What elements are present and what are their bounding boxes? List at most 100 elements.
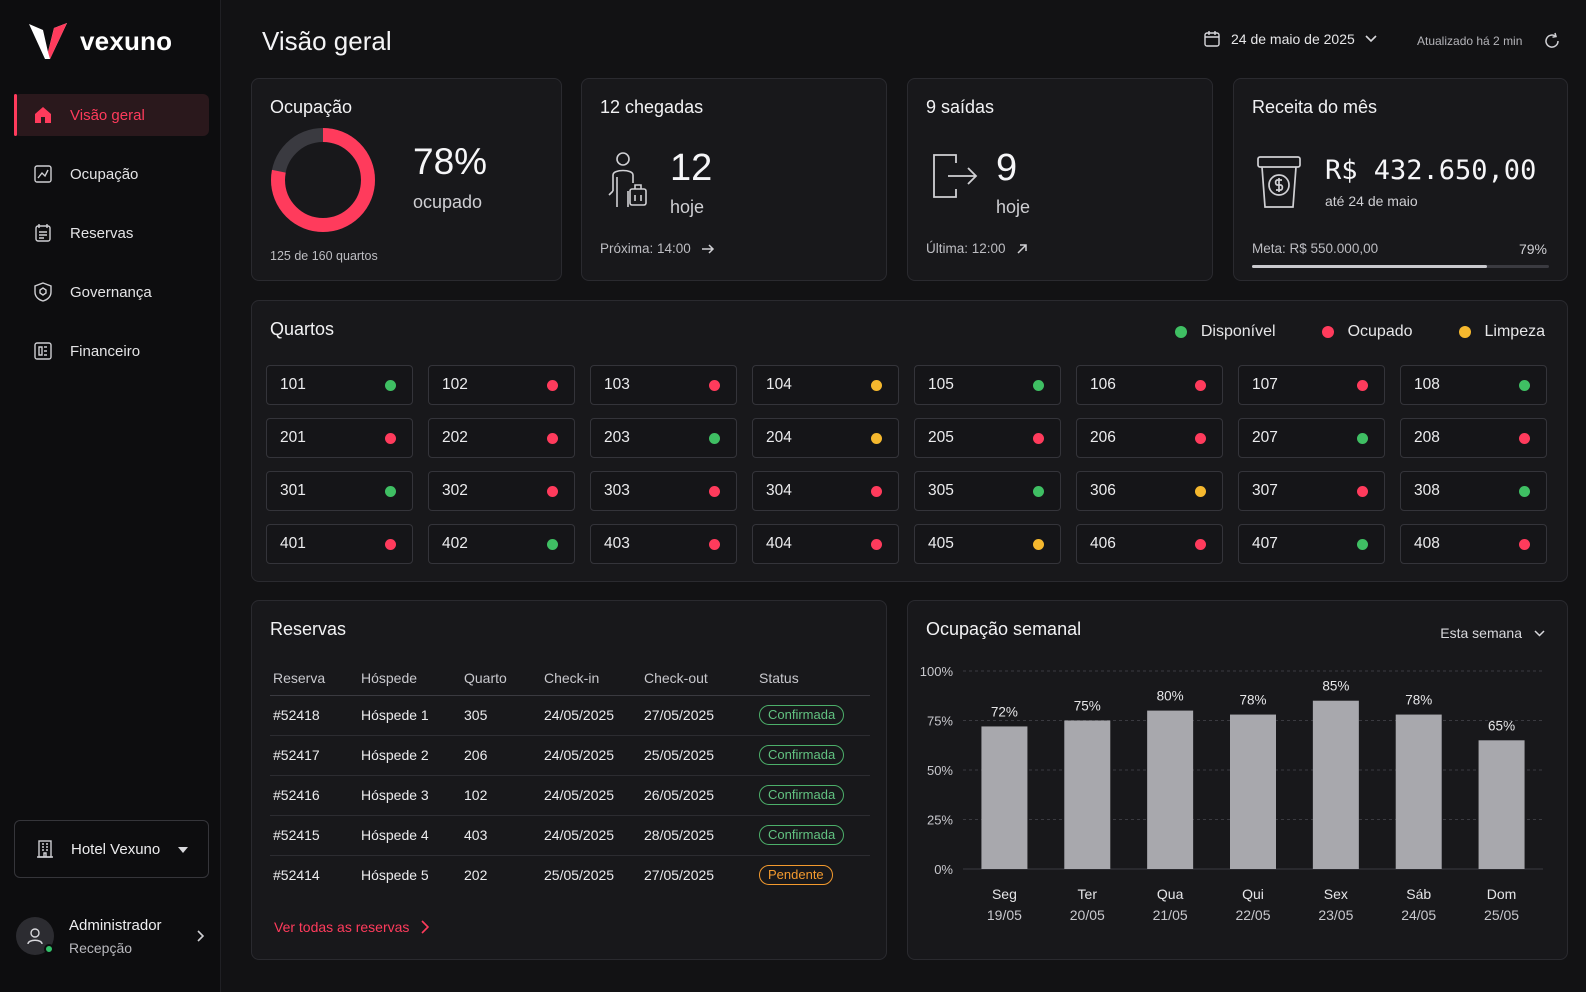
- room-tile-107[interactable]: 107: [1238, 365, 1385, 405]
- view-all-reservations-link[interactable]: Ver todas as reservas: [274, 919, 430, 935]
- bar-Sáb[interactable]: [1395, 714, 1442, 869]
- table-row[interactable]: #52415 Hóspede 4 403 24/05/2025 28/05/2025 Co…: [270, 814, 870, 855]
- chevron-down-icon: [1534, 629, 1545, 637]
- week-range-select[interactable]: Esta semana: [1440, 625, 1545, 641]
- room-tile-406[interactable]: 406: [1076, 524, 1223, 564]
- bar-Seg[interactable]: [981, 726, 1028, 869]
- room-number: 102: [461, 774, 541, 815]
- bar-Sex[interactable]: [1312, 700, 1359, 869]
- reservation-id: #52416: [270, 774, 358, 815]
- room-tile-306[interactable]: 306: [1076, 471, 1223, 511]
- chevron-down-icon: [1365, 35, 1377, 43]
- room-tile-405[interactable]: 405: [914, 524, 1061, 564]
- guest-luggage-icon: [608, 152, 647, 207]
- reservation-id: #52415: [270, 814, 358, 855]
- room-number: 302: [442, 482, 468, 499]
- column-header: Status: [759, 669, 799, 686]
- room-tile-103[interactable]: 103: [590, 365, 737, 405]
- date-picker[interactable]: 24 de maio de 2025: [1203, 30, 1377, 48]
- last-departure-text: Última: 12:00: [926, 241, 1006, 256]
- x-tick-label: Sáb: [1406, 886, 1431, 902]
- room-status-dot: [1195, 538, 1206, 550]
- room-number: 203: [604, 429, 630, 446]
- room-tile-206[interactable]: 206: [1076, 418, 1223, 458]
- brand-logo[interactable]: vexuno: [28, 22, 172, 60]
- arrow-up-right-icon: [1017, 243, 1027, 254]
- bar-value-label: 78%: [1405, 693, 1432, 708]
- room-status-dot: [385, 379, 396, 391]
- room-tile-302[interactable]: 302: [428, 471, 575, 511]
- room-status-dot: [1195, 485, 1206, 497]
- room-tile-303[interactable]: 303: [590, 471, 737, 511]
- bar-value-label: 72%: [991, 704, 1018, 719]
- table-row[interactable]: #52418 Hóspede 1 305 24/05/2025 27/05/2025 Co…: [270, 694, 870, 735]
- card-title: Ocupação: [270, 97, 353, 117]
- room-tile-106[interactable]: 106: [1076, 365, 1223, 405]
- room-tile-304[interactable]: 304: [752, 471, 899, 511]
- room-tile-301[interactable]: 301: [266, 471, 413, 511]
- table-row[interactable]: #52416 Hóspede 3 102 24/05/2025 26/05/2025 Co…: [270, 774, 870, 815]
- room-tile-201[interactable]: 201: [266, 418, 413, 458]
- room-tile-307[interactable]: 307: [1238, 471, 1385, 511]
- sidebar-item-visao-geral[interactable]: Visão geral: [14, 94, 209, 136]
- room-tile-404[interactable]: 404: [752, 524, 899, 564]
- room-tile-305[interactable]: 305: [914, 471, 1061, 511]
- sidebar-item-reservas[interactable]: Reservas: [14, 212, 209, 254]
- card-title: Receita do mês: [1252, 97, 1378, 117]
- room-tile-101[interactable]: 101: [266, 365, 413, 405]
- sidebar-item-ocupacao[interactable]: Ocupação: [14, 153, 209, 195]
- bar-Qui[interactable]: [1230, 714, 1276, 869]
- room-tile-105[interactable]: 105: [914, 365, 1061, 405]
- room-tile-204[interactable]: 204: [752, 418, 899, 458]
- room-tile-408[interactable]: 408: [1400, 524, 1547, 564]
- occupancy-label: ocupado: [413, 192, 483, 212]
- checkin-date: 24/05/2025: [541, 774, 641, 815]
- bar-value-label: 75%: [1074, 699, 1101, 714]
- sidebar-item-governanca[interactable]: Governança: [14, 271, 209, 313]
- room-tile-104[interactable]: 104: [752, 365, 899, 405]
- reservations-card: Reservas Reserva Hóspede Quarto Check-in…: [251, 600, 887, 960]
- room-tile-401[interactable]: 401: [266, 524, 413, 564]
- room-tile-108[interactable]: 108: [1400, 365, 1547, 405]
- room-status-dot: [1357, 379, 1368, 391]
- status-cell: Confirmada: [756, 694, 870, 735]
- x-tick-date: 22/05: [1235, 907, 1270, 923]
- room-tile-208[interactable]: 208: [1400, 418, 1547, 458]
- money-box-icon: [1257, 156, 1301, 208]
- bar-Dom[interactable]: [1478, 740, 1525, 869]
- arrivals-card[interactable]: 12 chegadas 12 hoje Próxima: 14:00: [581, 78, 887, 281]
- table-row[interactable]: #52414 Hóspede 5 202 25/05/2025 27/05/2025 Pe…: [270, 854, 870, 895]
- occupancy-donut: [271, 128, 375, 232]
- legend-label: Ocupado: [1347, 323, 1413, 340]
- room-status-dot: [1357, 538, 1368, 550]
- room-tile-205[interactable]: 205: [914, 418, 1061, 458]
- room-number: 207: [1252, 429, 1278, 446]
- bar-Ter[interactable]: [1064, 720, 1111, 870]
- room-number: 305: [461, 694, 541, 735]
- room-tile-102[interactable]: 102: [428, 365, 575, 405]
- room-status-dot: [709, 432, 720, 444]
- bar-Qua[interactable]: [1147, 710, 1194, 869]
- room-tile-407[interactable]: 407: [1238, 524, 1385, 564]
- room-tile-402[interactable]: 402: [428, 524, 575, 564]
- revenue-card[interactable]: Receita do mês R$ 432.650,00 até 24 de m…: [1233, 78, 1568, 281]
- room-tile-308[interactable]: 308: [1400, 471, 1547, 511]
- departures-card[interactable]: 9 saídas 9 hoje Última: 12:00: [907, 78, 1213, 281]
- bar-value-label: 65%: [1488, 718, 1515, 733]
- room-status-dot: [709, 485, 720, 497]
- room-tile-202[interactable]: 202: [428, 418, 575, 458]
- hotel-selector[interactable]: Hotel Vexuno: [14, 820, 209, 878]
- user-menu[interactable]: Administrador Recepção: [16, 908, 211, 964]
- last-departure: Última: 12:00: [926, 241, 1028, 256]
- room-tile-403[interactable]: 403: [590, 524, 737, 564]
- checkout-date: 28/05/2025: [641, 814, 756, 855]
- refresh-icon[interactable]: [1543, 32, 1561, 50]
- sidebar-item-financeiro[interactable]: Financeiro: [14, 330, 209, 372]
- bar-value-label: 78%: [1239, 693, 1266, 708]
- x-tick-label: Sex: [1324, 886, 1348, 902]
- room-number: 206: [461, 734, 541, 775]
- guest-name: Hóspede 4: [358, 814, 461, 855]
- room-tile-207[interactable]: 207: [1238, 418, 1385, 458]
- table-row[interactable]: #52417 Hóspede 2 206 24/05/2025 25/05/2025 Co…: [270, 734, 870, 775]
- room-tile-203[interactable]: 203: [590, 418, 737, 458]
